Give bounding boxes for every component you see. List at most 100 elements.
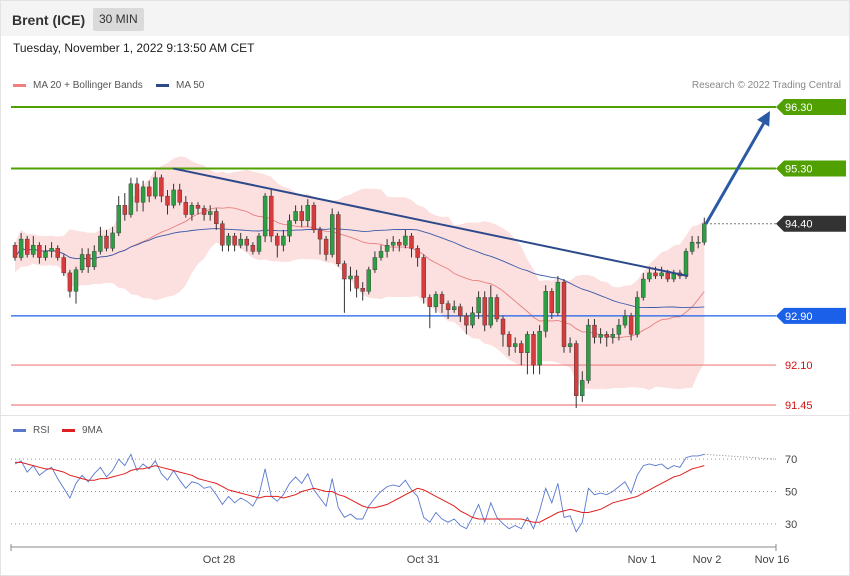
timeframe-badge[interactable]: 30 MIN	[93, 8, 144, 31]
candle-body	[116, 205, 121, 234]
candle	[384, 239, 390, 258]
candle-body	[238, 238, 243, 246]
candle	[592, 318, 597, 344]
candle	[391, 236, 396, 252]
level-label-95.30: 95.30	[785, 163, 813, 175]
candle-body	[244, 238, 250, 246]
legend-ma20-swatch	[13, 84, 26, 87]
candle	[409, 232, 414, 258]
candle-body	[110, 232, 115, 249]
candle-body	[67, 272, 73, 292]
candle-body	[226, 235, 231, 246]
candle-body	[354, 275, 359, 289]
candle-body	[665, 272, 670, 280]
level-label-92.90: 92.90	[785, 311, 813, 323]
candle-body	[378, 251, 384, 258]
candle	[12, 242, 18, 261]
bollinger-band-fill	[15, 156, 705, 391]
candle	[500, 315, 506, 347]
candle-body	[604, 334, 609, 338]
level-label-91.45: 91.45	[785, 400, 813, 412]
candle-body	[555, 281, 561, 314]
candle	[226, 232, 231, 252]
candle	[43, 245, 48, 261]
candle-body	[384, 245, 390, 252]
candle	[128, 177, 134, 218]
candle-body	[146, 186, 152, 197]
candle-body	[134, 183, 140, 203]
candle	[482, 291, 487, 332]
candle-body	[366, 269, 371, 292]
candle-body	[348, 275, 353, 280]
candle-body	[128, 183, 134, 215]
candle	[366, 266, 371, 295]
candle-body	[403, 235, 408, 246]
candle-body	[500, 318, 506, 335]
candle	[604, 331, 609, 347]
candle-body	[92, 251, 97, 267]
candle-body	[397, 241, 402, 246]
candle-body	[525, 334, 530, 353]
candle-body	[299, 211, 304, 221]
legend-ma20-label: MA 20 + Bollinger Bands	[33, 80, 143, 91]
candle	[543, 285, 548, 338]
bollinger-bands	[14, 156, 705, 391]
title-bar: Brent (ICE) 30 MIN	[1, 1, 849, 36]
candle	[281, 229, 286, 252]
candle-body	[140, 186, 146, 203]
rsi-tick-label-30: 30	[785, 519, 797, 531]
candle	[561, 279, 567, 353]
candle-body	[574, 343, 579, 396]
candle	[574, 340, 579, 409]
candle-body	[476, 297, 481, 314]
candle-body	[311, 205, 317, 231]
candle-body	[647, 272, 652, 280]
candle-body	[195, 205, 201, 209]
candle	[207, 205, 213, 221]
candle-body	[482, 297, 487, 326]
candle	[37, 242, 42, 264]
candle-body	[531, 334, 536, 366]
candle-body	[275, 235, 280, 246]
candle-body	[43, 251, 48, 258]
candle	[433, 291, 439, 313]
x-tick-label: Oct 28	[203, 554, 235, 566]
candle-body	[549, 291, 554, 314]
candle-body	[360, 288, 365, 292]
level-tag-96.30	[776, 99, 846, 115]
candle-body	[567, 343, 573, 347]
candle-body	[37, 245, 42, 258]
rsi-line	[14, 453, 705, 533]
candle-body	[323, 238, 329, 255]
x-tick-label: Nov 16	[755, 554, 790, 566]
candle-body	[104, 235, 109, 249]
candle-body	[586, 324, 591, 381]
x-tick-label: Oct 31	[407, 554, 439, 566]
candle	[92, 245, 97, 270]
candle-body	[55, 248, 60, 258]
candle	[238, 232, 243, 249]
candle-body	[488, 297, 493, 326]
candle	[537, 325, 542, 375]
candle	[250, 242, 256, 255]
candle	[580, 371, 585, 402]
candle	[146, 180, 152, 203]
candle	[549, 288, 554, 319]
candle-body	[317, 229, 323, 240]
candle	[452, 300, 457, 313]
candle	[311, 202, 317, 233]
instrument-title: Brent (ICE)	[12, 12, 86, 28]
candle	[104, 229, 109, 252]
candle-body	[689, 241, 695, 252]
candle-body	[580, 380, 585, 396]
candle	[659, 266, 664, 280]
candle-body	[262, 195, 268, 237]
candle-body	[287, 220, 292, 237]
candle-body	[269, 195, 274, 237]
candle-body	[153, 177, 158, 197]
candle-body	[330, 214, 335, 255]
candle-body	[189, 205, 195, 215]
candle	[18, 232, 24, 261]
candle	[372, 251, 378, 273]
